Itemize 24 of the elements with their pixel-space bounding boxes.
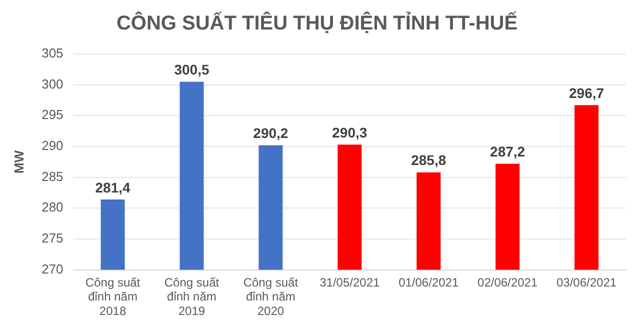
x-tick-label: 02/06/2021 — [478, 275, 538, 290]
y-tick-label: 275 — [42, 230, 64, 246]
data-label: 290,2 — [253, 125, 288, 142]
y-axis-title: MW — [11, 150, 26, 174]
data-label: 290,3 — [332, 124, 368, 140]
y-tick-label: 270 — [42, 261, 64, 276]
data-label: 281,4 — [95, 179, 130, 196]
x-tick-label: Công suất đỉnh năm 2018 — [85, 275, 141, 318]
x-tick-label: Công suất đỉnh năm 2020 — [243, 275, 299, 318]
x-tick-label: 03/06/2021 — [556, 275, 617, 290]
x-tick-label: Công suất đỉnh năm 2019 — [164, 275, 220, 318]
y-tick-label: 305 — [42, 46, 64, 61]
data-label: 285,8 — [411, 152, 446, 168]
x-tick-label: 31/05/2021 — [320, 275, 380, 290]
data-label: 300,5 — [174, 62, 210, 78]
x-tick-label: 01/06/2021 — [398, 275, 459, 290]
y-tick-label: 300 — [42, 76, 64, 92]
y-tick-label: 290 — [42, 138, 64, 154]
chart-title: CÔNG SUẤT TIÊU THỤ ĐIỆN TỈNH TT-HUẾ — [116, 12, 518, 35]
y-tick-label: 285 — [42, 168, 64, 184]
data-label: 287,2 — [490, 144, 526, 160]
y-tick-label: 280 — [42, 200, 64, 215]
data-label: 296,7 — [568, 85, 604, 102]
y-tick-label: 295 — [42, 107, 64, 122]
